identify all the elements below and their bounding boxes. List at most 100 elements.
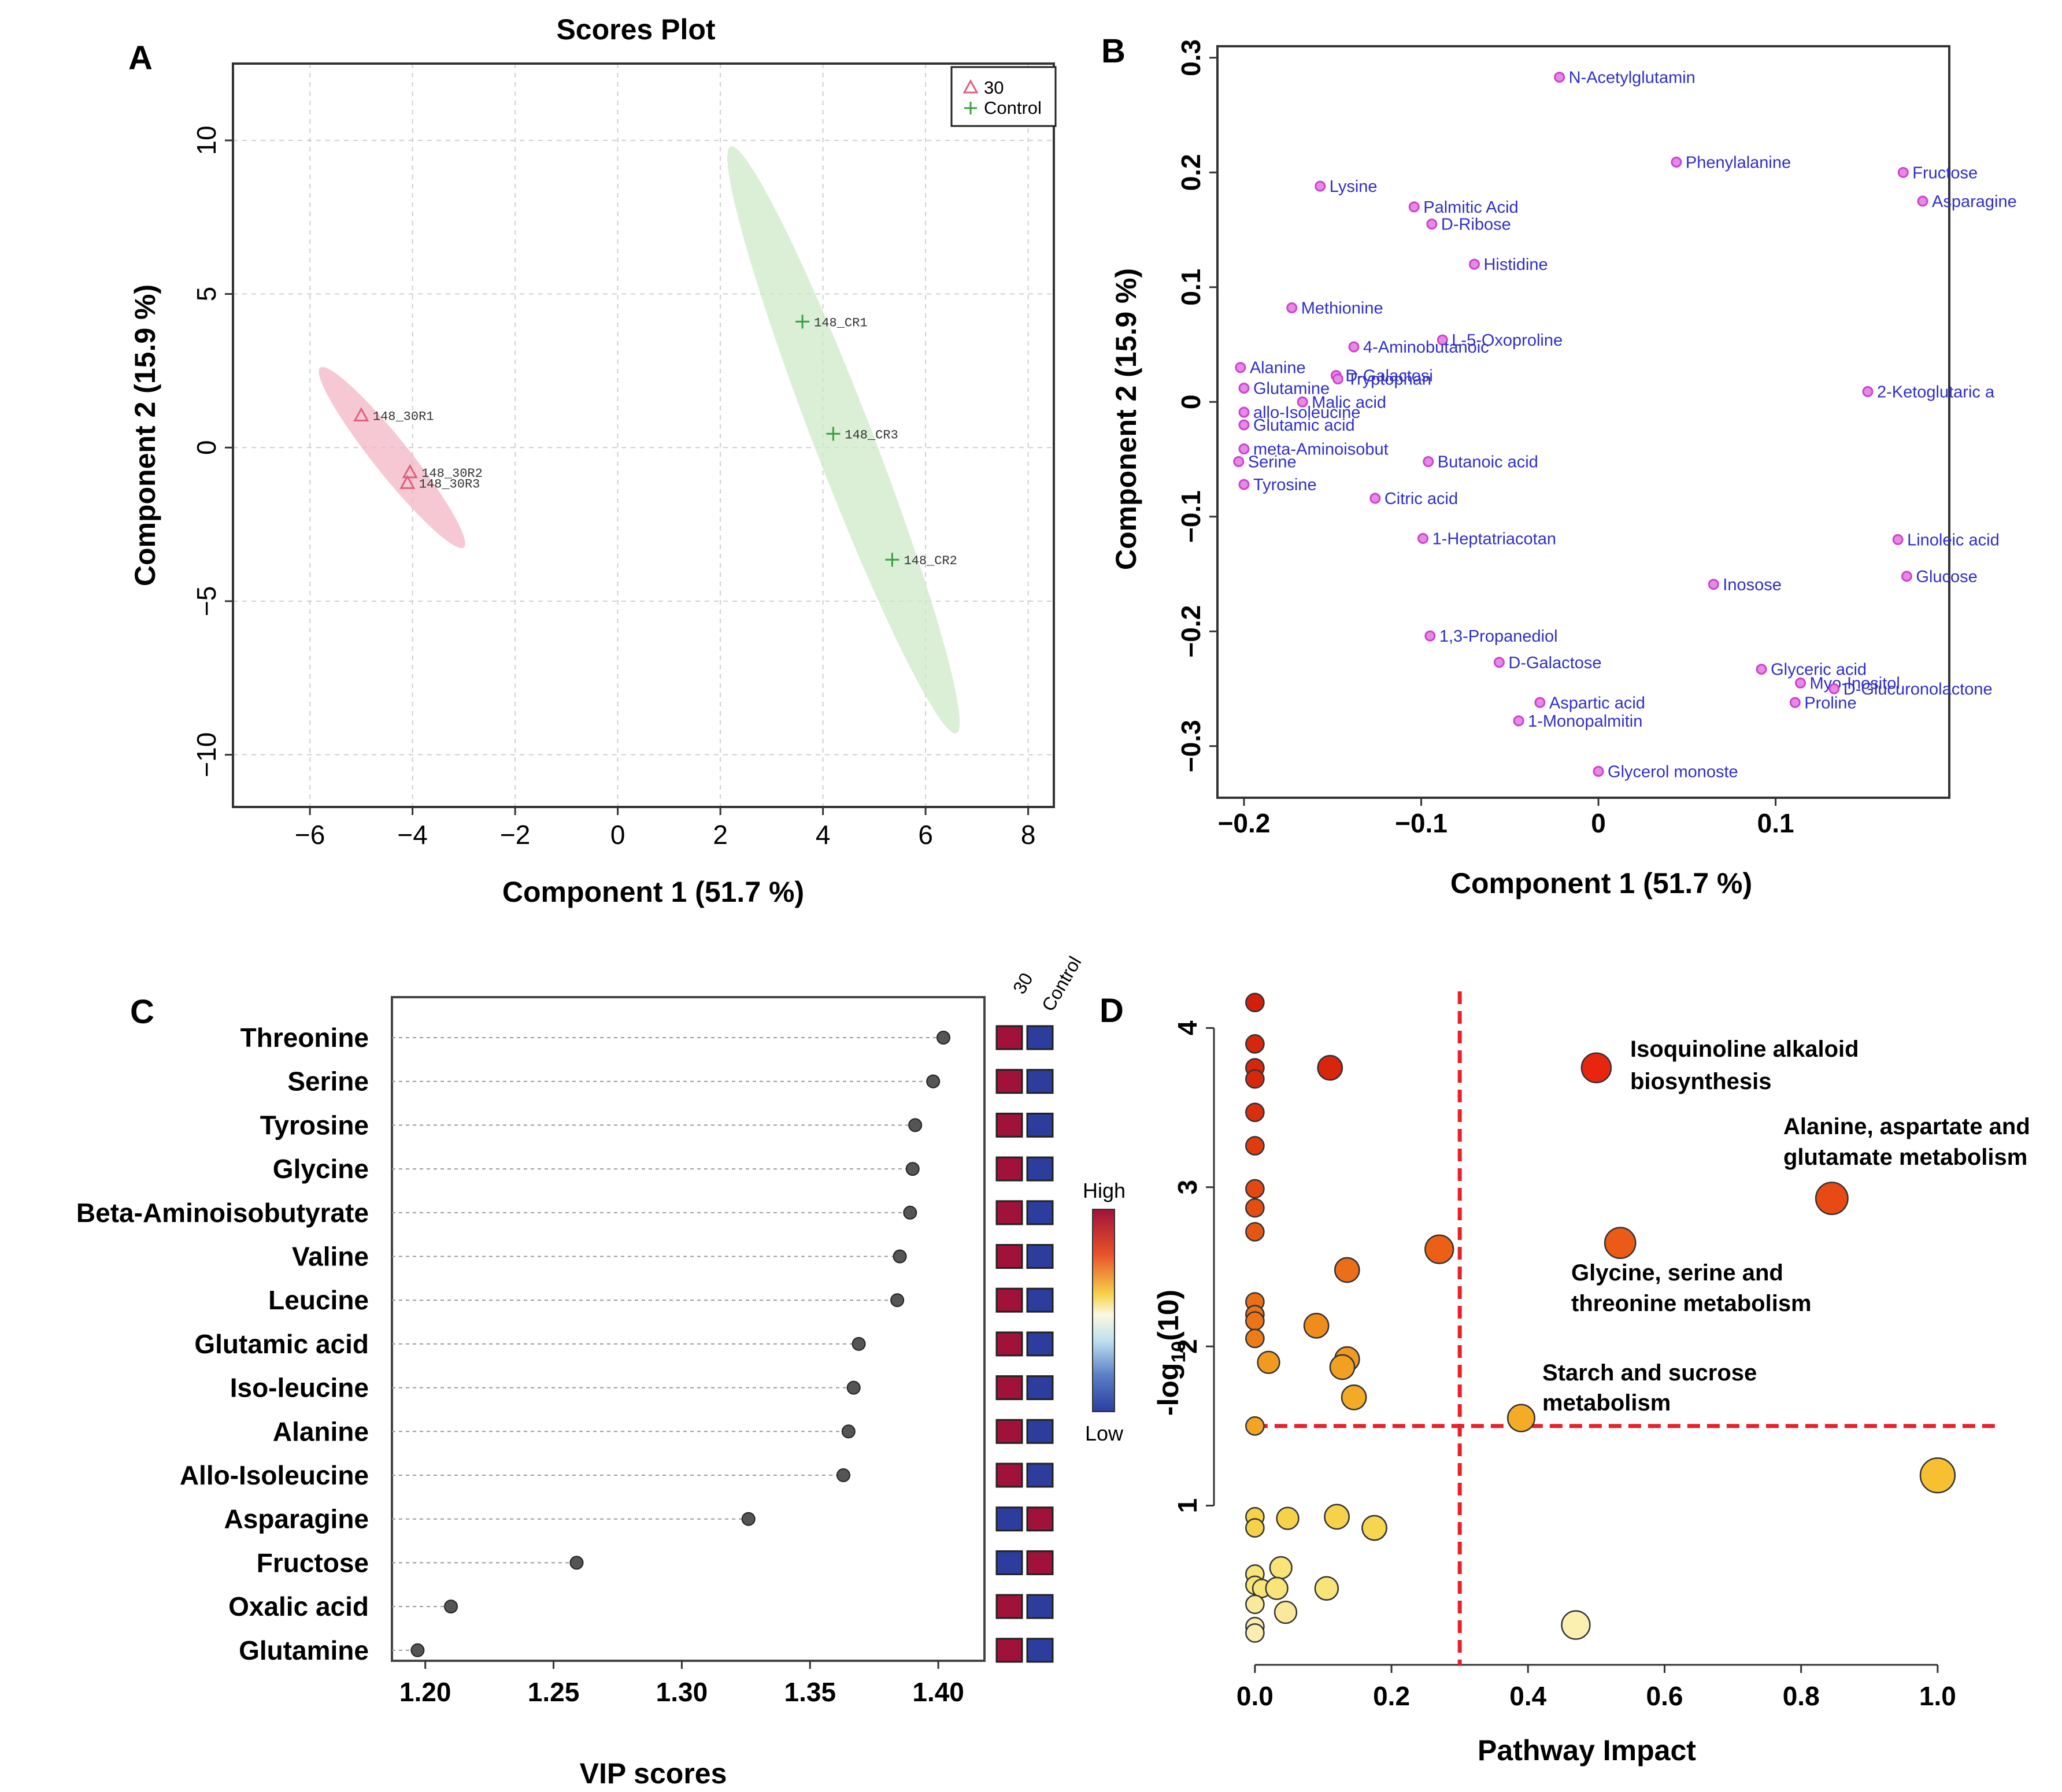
heatmap-cell xyxy=(1026,1594,1054,1619)
loading-point xyxy=(1708,579,1719,590)
loading-point xyxy=(1671,156,1682,168)
heatmap-cell xyxy=(1026,1331,1054,1357)
y-tick-label: 0.2 xyxy=(1176,154,1206,191)
panel-a-title: Scores Plot xyxy=(556,13,715,46)
panel-d-ylabel-sub: 10 xyxy=(1168,1341,1190,1363)
panel-d-ylabel: -log10(10) xyxy=(1152,1290,1190,1416)
y-tick-label: 0 xyxy=(1176,394,1206,409)
vip-dot xyxy=(841,1424,856,1439)
panel-c-xlabel: VIP scores xyxy=(580,1757,727,1790)
loading-point-label: Tyrosine xyxy=(1253,476,1317,494)
pathway-bubble xyxy=(1245,1311,1265,1331)
metabolite-label: Beta-Aminoisobutyrate xyxy=(76,1198,369,1228)
loading-point-label: Citric acid xyxy=(1384,490,1458,508)
loading-point xyxy=(1332,373,1343,385)
y-tick-label: −5 xyxy=(191,586,221,616)
loading-point xyxy=(1286,302,1298,314)
loading-point-label: 1-Heptatriacotan xyxy=(1432,530,1556,548)
panel-b-plot-frame xyxy=(1216,45,1950,799)
metabolite-label: Oxalic acid xyxy=(228,1591,369,1621)
panel-a-letter: A xyxy=(128,39,153,77)
vip-dot xyxy=(926,1074,941,1088)
panel-a-ylabel: Component 2 (15.9 %) xyxy=(129,284,161,586)
pathway-bubble xyxy=(1815,1182,1849,1215)
pathway-bubble xyxy=(1424,1234,1454,1264)
heatmap-cell xyxy=(995,1331,1023,1357)
panel-b-ylabel: Component 2 (15.9 %) xyxy=(1110,268,1142,570)
heatmap-cell xyxy=(995,1594,1023,1619)
metabolite-label: Iso-leucine xyxy=(230,1373,369,1403)
panel-c-letter: C xyxy=(130,993,154,1031)
loading-point xyxy=(1238,479,1250,490)
panel-a-legend-box xyxy=(950,66,1057,127)
loading-point xyxy=(1424,630,1436,642)
annotation-starch-line1: Starch and sucrose xyxy=(1542,1360,1757,1386)
loading-point xyxy=(1348,341,1360,353)
x-tick-label: 0.8 xyxy=(1783,1681,1820,1711)
vip-dot xyxy=(852,1336,866,1351)
x-tick-label: −6 xyxy=(295,820,325,850)
pathway-bubble xyxy=(1245,1518,1265,1538)
heatmap-cell xyxy=(995,1638,1023,1663)
loading-point-label: D-Glucuronolactone xyxy=(1843,680,1993,698)
score-point xyxy=(353,407,369,421)
y-tick-label: 0 xyxy=(191,440,221,455)
panel-a-xlabel: Component 1 (51.7 %) xyxy=(502,876,804,908)
x-tick-label: 0.0 xyxy=(1237,1681,1274,1711)
loading-point-label: Butanoic acid xyxy=(1438,453,1538,471)
loading-point-label: meta-Aminoisobut xyxy=(1253,440,1389,459)
y-tick-label: 10 xyxy=(191,125,221,155)
loading-point xyxy=(1315,180,1326,192)
panel-b-letter: B xyxy=(1101,32,1126,70)
loading-point xyxy=(1554,72,1565,83)
pathway-bubble xyxy=(1245,1594,1265,1615)
pathway-bubble xyxy=(1314,1576,1339,1601)
score-point xyxy=(826,427,841,441)
x-tick-label: 8 xyxy=(1021,820,1036,850)
heatmap-cell xyxy=(995,1550,1023,1575)
x-tick-label: 4 xyxy=(816,820,831,850)
metabolite-label: Glycine xyxy=(273,1154,369,1184)
pathway-bubble xyxy=(1329,1354,1356,1380)
score-point xyxy=(399,475,416,489)
loading-point xyxy=(1789,697,1801,708)
y-tick-label: 0.3 xyxy=(1176,39,1206,76)
y-tick-label: 3 xyxy=(1172,1180,1202,1195)
score-point xyxy=(885,553,899,567)
panel-d-ylabel-main: -log xyxy=(1152,1363,1184,1416)
x-tick-label: −2 xyxy=(500,820,530,850)
panel-b: B N-Acetylglutamin Phenylalanine Fructose A… xyxy=(1101,32,2017,899)
legend-plus-icon xyxy=(964,102,977,114)
panel-c: C Threonine Serine Tyrosine Glycine Beta-Ami… xyxy=(76,953,1126,1790)
heatmap-cell xyxy=(995,1375,1023,1401)
panel-a-plot-frame xyxy=(232,62,1055,808)
metabolite-label: Leucine xyxy=(268,1285,369,1315)
x-tick-label: 1.40 xyxy=(912,1677,964,1707)
heatmap-cell xyxy=(1026,1419,1054,1444)
metabolite-label: Glutamine xyxy=(239,1635,369,1665)
pathway-bubble xyxy=(1580,1052,1612,1083)
loading-point xyxy=(1417,532,1429,544)
panel-c-plot-frame xyxy=(391,996,986,1662)
y-tick-label: 5 xyxy=(191,287,221,302)
pathway-bubble xyxy=(1245,1069,1265,1089)
loading-point-label: 1-Monopalmitin xyxy=(1528,712,1642,731)
pathway-bubble xyxy=(1276,1506,1300,1530)
score-point-label: 148_30R3 xyxy=(419,477,480,491)
vip-dot xyxy=(905,1162,920,1176)
y-tick-label: −10 xyxy=(191,732,221,777)
heatmap-cell xyxy=(1026,1156,1054,1182)
loading-point xyxy=(1756,664,1767,675)
loading-point-label: Linoleic acid xyxy=(1907,531,2000,549)
heatmap-cell xyxy=(995,1463,1023,1488)
metabolite-label: Glutamic acid xyxy=(194,1329,369,1359)
loading-point xyxy=(1493,657,1505,668)
vip-dot xyxy=(893,1249,907,1264)
pathway-bubble xyxy=(1361,1515,1387,1541)
x-tick-label: 0 xyxy=(610,820,625,850)
heatmap-cell xyxy=(995,1069,1023,1094)
loading-point-label: Serine xyxy=(1248,453,1297,471)
loading-point-label: 2-Ketoglutaric a xyxy=(1877,383,1995,401)
loading-point xyxy=(1437,334,1448,346)
x-tick-label: 1.20 xyxy=(399,1677,451,1707)
